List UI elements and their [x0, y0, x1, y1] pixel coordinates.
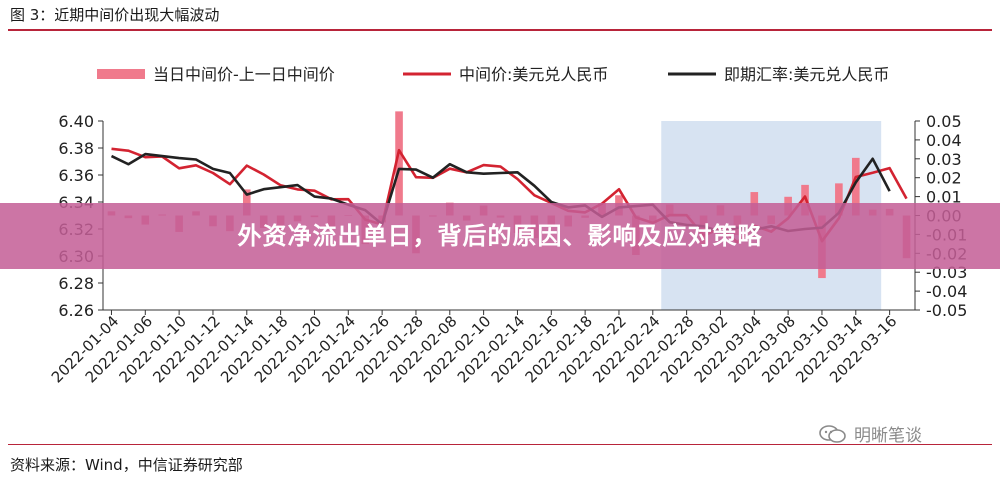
watermark: 明晰笔谈 — [818, 421, 922, 446]
left-tick-label: 6.28 — [58, 274, 94, 293]
left-tick-label: 6.38 — [58, 139, 94, 158]
legend-label: 当日中间价-上一日中间价 — [153, 65, 335, 84]
right-tick-label: 0.05 — [926, 112, 962, 131]
legend-swatch-bar — [97, 69, 145, 79]
left-tick-label: 6.36 — [58, 166, 94, 185]
right-tick-label: 0.02 — [926, 169, 962, 188]
chart-svg: 6.406.386.366.346.326.306.286.260.050.04… — [48, 65, 967, 386]
banner-title: 外资净流出单日，背后的原因、影响及应对策略 — [237, 222, 763, 250]
right-tick-label: 0.03 — [926, 150, 962, 169]
diff-bar — [851, 157, 860, 216]
right-tick-label: 0.04 — [926, 131, 962, 150]
bottom-rule — [8, 444, 992, 445]
top-rule — [8, 29, 992, 31]
wechat-icon — [819, 424, 846, 443]
diff-bar — [395, 111, 403, 216]
right-tick-label: -0.04 — [926, 282, 967, 301]
left-tick-label: 6.40 — [58, 112, 94, 131]
right-tick-label: 0.01 — [926, 188, 962, 207]
legend-label: 中间价:美元兑人民币 — [459, 65, 608, 84]
left-tick-label: 6.26 — [58, 301, 94, 320]
diff-bar — [242, 189, 251, 216]
right-tick-label: -0.05 — [926, 301, 967, 320]
figure-title: 图 3：近期中间价出现大幅波动 — [10, 6, 220, 24]
figure-source: 资料来源：Wind，中信证券研究部 — [10, 456, 243, 474]
diff-bar — [835, 183, 843, 216]
title-banner: 外资净流出单日，背后的原因、影响及应对策略 — [0, 203, 1000, 269]
legend-label: 即期汇率:美元兑人民币 — [724, 65, 889, 84]
watermark-text: 明晰笔谈 — [854, 426, 922, 446]
